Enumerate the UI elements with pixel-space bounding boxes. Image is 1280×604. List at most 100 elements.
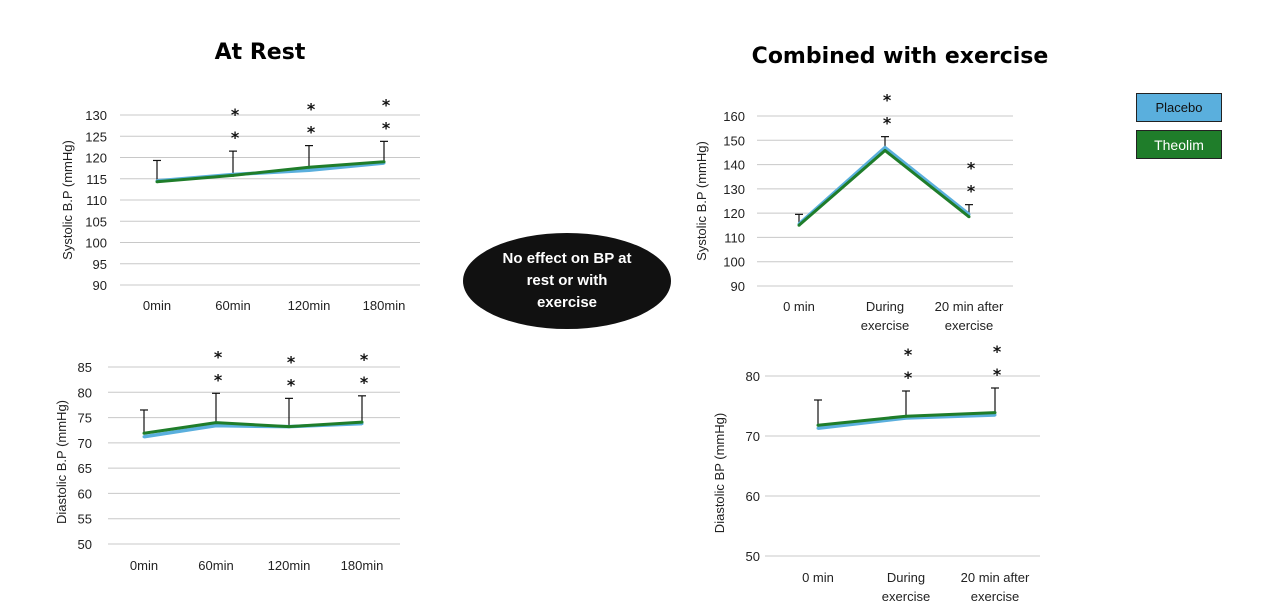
x-tick-label: exercise	[861, 318, 909, 333]
significance-asterisk: *	[993, 342, 1002, 361]
data-point-theolim	[142, 431, 146, 435]
data-point-placebo	[142, 435, 146, 439]
data-point-placebo	[883, 146, 887, 150]
x-tick-label: exercise	[945, 318, 993, 333]
y-tick-label: 75	[78, 411, 92, 426]
y-tick-label: 90	[731, 279, 745, 294]
y-axis-label: Systolic B.P (mmHg)	[694, 141, 709, 261]
x-tick-label: 0 min	[802, 570, 834, 585]
y-tick-label: 110	[724, 230, 745, 245]
x-tick-label: exercise	[971, 589, 1019, 604]
x-tick-label: 180min	[363, 298, 406, 313]
summary-callout: No effect on BP at rest or with exercise	[463, 233, 671, 329]
x-tick-label: 60min	[198, 558, 233, 573]
y-tick-label: 50	[78, 537, 92, 552]
x-tick-label: 60min	[215, 298, 250, 313]
data-point-placebo	[214, 424, 218, 428]
y-tick-label: 50	[746, 549, 760, 564]
data-point-placebo	[993, 413, 997, 417]
y-tick-label: 70	[78, 436, 92, 451]
data-point-theolim	[360, 420, 364, 424]
significance-asterisk: *	[904, 345, 913, 364]
significance-asterisk: *	[360, 373, 369, 392]
y-tick-label: 80	[78, 385, 92, 400]
x-tick-label: 0 min	[783, 299, 815, 314]
data-point-theolim	[155, 180, 159, 184]
y-tick-label: 105	[85, 214, 107, 229]
significance-asterisk: *	[287, 375, 296, 394]
x-tick-label: During	[866, 299, 904, 314]
significance-asterisk: *	[231, 128, 240, 147]
y-axis-label: Diastolic BP (mmHg)	[712, 413, 727, 533]
data-point-theolim	[307, 165, 311, 169]
y-tick-label: 120	[723, 206, 745, 221]
x-tick-label: During	[887, 570, 925, 585]
y-tick-label: 100	[723, 255, 745, 270]
significance-asterisk: *	[967, 182, 976, 201]
exercise-title: Combined with exercise	[751, 44, 1049, 69]
data-point-theolim	[967, 215, 971, 219]
x-tick-label: 180min	[341, 558, 384, 573]
data-point-theolim	[797, 223, 801, 227]
y-axis-label: Systolic B.P (mmHg)	[60, 140, 75, 260]
y-tick-label: 125	[85, 129, 107, 144]
legend-item-theolim: Theolim	[1136, 130, 1222, 159]
data-point-theolim	[904, 414, 908, 418]
y-tick-label: 80	[746, 369, 760, 384]
data-point-theolim	[287, 425, 291, 429]
data-point-theolim	[214, 421, 218, 425]
y-tick-label: 70	[746, 429, 760, 444]
series-line-theolim	[156, 160, 385, 184]
y-tick-label: 60	[746, 489, 760, 504]
significance-asterisk: *	[214, 370, 223, 389]
significance-asterisk: *	[382, 118, 391, 137]
y-tick-label: 100	[85, 236, 107, 251]
y-tick-label: 130	[85, 108, 107, 123]
significance-asterisk: *	[307, 100, 316, 119]
x-tick-label: 120min	[288, 298, 331, 313]
y-tick-label: 120	[85, 151, 107, 166]
significance-asterisk: *	[287, 352, 296, 371]
significance-asterisk: *	[382, 95, 391, 114]
summary-callout-text: No effect on BP at rest or with exercise	[502, 250, 632, 311]
data-point-placebo	[816, 426, 820, 430]
data-point-theolim	[382, 160, 386, 164]
data-point-theolim	[883, 148, 887, 152]
x-tick-label: 20 min after	[961, 570, 1030, 585]
y-tick-label: 60	[78, 486, 92, 501]
x-tick-label: 20 min after	[935, 299, 1004, 314]
significance-asterisk: *	[883, 91, 892, 110]
y-tick-label: 140	[723, 158, 745, 173]
x-tick-label: 0min	[143, 298, 171, 313]
legend-item-placebo: Placebo	[1136, 93, 1222, 122]
y-tick-label: 150	[723, 133, 745, 148]
series-line-placebo	[797, 145, 971, 226]
series-line-theolim	[143, 420, 363, 435]
data-point-theolim	[993, 411, 997, 415]
significance-asterisk: *	[883, 114, 892, 133]
y-tick-label: 90	[93, 278, 107, 293]
x-tick-label: exercise	[882, 589, 930, 604]
x-tick-label: 120min	[268, 558, 311, 573]
significance-asterisk: *	[231, 105, 240, 124]
y-tick-label: 160	[723, 109, 745, 124]
y-tick-label: 65	[78, 461, 92, 476]
y-tick-label: 95	[93, 257, 107, 272]
at-rest-title: At Rest	[214, 40, 306, 65]
series-line-theolim	[798, 148, 970, 227]
data-point-placebo	[307, 168, 311, 172]
legend: Placebo Theolim	[1136, 93, 1222, 167]
significance-asterisk: *	[360, 350, 369, 369]
y-tick-label: 85	[78, 360, 92, 375]
y-tick-label: 130	[723, 182, 745, 197]
data-point-theolim	[816, 423, 820, 427]
significance-asterisk: *	[993, 365, 1002, 384]
significance-asterisk: *	[307, 123, 316, 142]
data-point-theolim	[231, 173, 235, 177]
y-tick-label: 115	[86, 172, 107, 187]
y-axis-label: Diastolic B.P (mmHg)	[54, 400, 69, 524]
significance-asterisk: *	[967, 159, 976, 178]
significance-asterisk: *	[904, 368, 913, 387]
y-tick-label: 110	[86, 193, 107, 208]
